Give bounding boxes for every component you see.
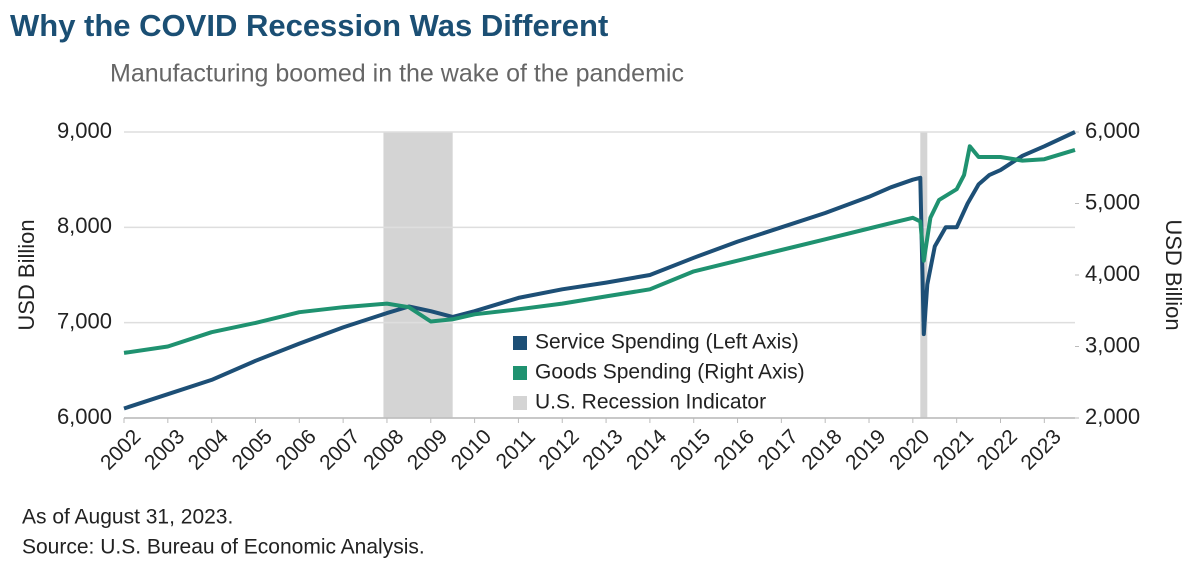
- x-tick-label: 2020: [885, 425, 934, 474]
- x-tick-label: 2017: [754, 425, 803, 474]
- x-tick-label: 2012: [534, 425, 583, 474]
- y-tick-label: 7,000: [57, 308, 112, 333]
- x-tick-label: 2013: [578, 425, 627, 474]
- x-tick-label: 2004: [184, 425, 234, 475]
- x-tick-label: 2022: [973, 425, 1022, 474]
- x-tick-label: 2023: [1016, 425, 1065, 474]
- series-line: [123, 130, 1076, 411]
- note: As of August 31, 2023.: [22, 506, 233, 529]
- y2-axis-title: USD Billion: [1161, 219, 1186, 330]
- legend-swatch: [513, 336, 527, 350]
- x-tick-label: 2011: [492, 425, 540, 473]
- x-tick-label: 2021: [929, 425, 978, 474]
- x-tick-label: 2007: [315, 425, 364, 474]
- x-tick-label: 2018: [797, 425, 846, 474]
- x-tick-label: 2009: [403, 425, 452, 474]
- legend-label: Goods Spending (Right Axis): [535, 361, 805, 384]
- series-line: [123, 144, 1076, 355]
- legend-swatch: [513, 366, 527, 380]
- x-tick-label: 2015: [666, 425, 715, 474]
- x-tick-label: 2002: [96, 425, 145, 474]
- note: Source: U.S. Bureau of Economic Analysis…: [22, 536, 425, 559]
- chart-title: Why the COVID Recession Was Different: [10, 8, 608, 43]
- y2-tick-label: 2,000: [1085, 404, 1140, 429]
- y2-tick-label: 6,000: [1085, 118, 1140, 143]
- legend-label: U.S. Recession Indicator: [535, 391, 766, 414]
- y-axis-title: USD Billion: [14, 219, 39, 330]
- x-tick-label: 2016: [710, 425, 759, 474]
- x-tick-label: 2006: [271, 425, 320, 474]
- x-tick-label: 2008: [359, 425, 408, 474]
- x-tick-label: 2003: [140, 425, 189, 474]
- x-tick-label: 2019: [841, 425, 890, 474]
- y2-tick-label: 4,000: [1085, 261, 1140, 286]
- y2-tick-label: 3,000: [1085, 332, 1140, 357]
- y2-tick-label: 5,000: [1085, 189, 1140, 214]
- x-tick-label: 2010: [447, 425, 496, 474]
- recession-band: [383, 132, 453, 418]
- y-tick-label: 6,000: [57, 404, 112, 429]
- x-tick-label: 2005: [228, 425, 277, 474]
- y-tick-label: 9,000: [57, 118, 112, 143]
- y-tick-label: 8,000: [57, 213, 112, 238]
- legend-label: Service Spending (Left Axis): [535, 331, 799, 354]
- legend-swatch: [513, 396, 527, 410]
- chart-subtitle: Manufacturing boomed in the wake of the …: [110, 60, 684, 88]
- x-tick-label: 2014: [622, 425, 672, 475]
